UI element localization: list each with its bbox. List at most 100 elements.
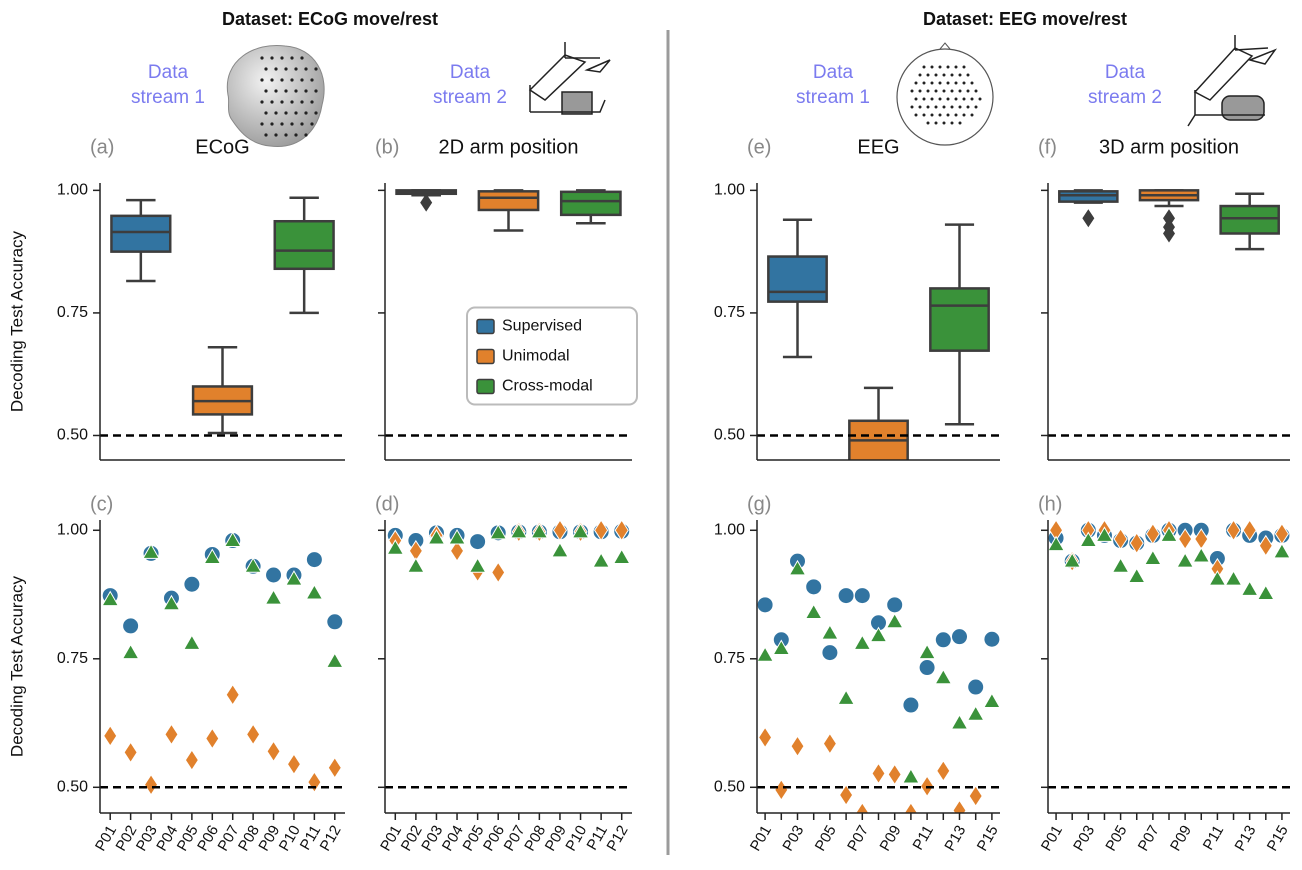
- icon-dot: [314, 111, 317, 114]
- point: [266, 567, 282, 583]
- icon-dot: [967, 74, 970, 77]
- icon-dot: [923, 98, 926, 101]
- icon-dot: [915, 82, 918, 85]
- x-tick-label: P13: [1231, 822, 1259, 854]
- point: [935, 632, 951, 648]
- point: [775, 780, 788, 800]
- point: [888, 764, 901, 784]
- panel-title: 2D arm position: [438, 136, 578, 158]
- plot-area: [102, 533, 343, 795]
- icon-dot: [943, 90, 946, 93]
- y-tick-label: 0.75: [57, 650, 88, 667]
- point: [887, 597, 903, 613]
- icon-dot: [919, 74, 922, 77]
- point: [935, 670, 951, 684]
- icon-dot: [290, 100, 293, 103]
- point: [328, 758, 341, 778]
- icon-dot: [939, 66, 942, 69]
- panel-title: EEG: [857, 136, 899, 158]
- point: [327, 653, 343, 667]
- figure: Dataset: ECoG move/rest Dataset: EEG mov…: [0, 0, 1302, 870]
- point: [919, 645, 935, 659]
- x-tick-label: P03: [1070, 822, 1098, 854]
- icon-dot: [264, 111, 267, 114]
- icon-dot: [284, 89, 287, 92]
- point: [552, 543, 568, 557]
- point: [791, 736, 804, 756]
- panel-label: (a): [90, 136, 114, 158]
- icon-dot: [931, 114, 934, 117]
- icon-dot: [284, 67, 287, 70]
- point: [1193, 548, 1209, 562]
- legend-swatch: [477, 350, 494, 364]
- panel-label: (h): [1038, 493, 1062, 515]
- plot-area: [111, 198, 333, 433]
- plot-area: [768, 220, 988, 485]
- icon-dot: [260, 100, 263, 103]
- icon-dot: [923, 114, 926, 117]
- y-tick-label: 0.75: [714, 304, 745, 321]
- icon-dot: [943, 74, 946, 77]
- icon-dot: [975, 106, 978, 109]
- box: [849, 421, 907, 465]
- icon-dot: [963, 82, 966, 85]
- icon-dot: [294, 67, 297, 70]
- point: [408, 558, 424, 572]
- icon-dot: [300, 100, 303, 103]
- stream-label: stream 1: [796, 87, 870, 108]
- box: [111, 216, 170, 252]
- x-tick-label: P09: [877, 822, 905, 854]
- icon-dot: [955, 114, 958, 117]
- point: [838, 690, 854, 704]
- x-tick-label: P01: [1038, 822, 1066, 854]
- point: [470, 558, 486, 572]
- icon-dot: [963, 66, 966, 69]
- icon-dot: [260, 56, 263, 59]
- icon-dot: [935, 90, 938, 93]
- point: [267, 741, 280, 761]
- y-tick-label: 1.00: [57, 521, 88, 538]
- icon-dot: [947, 98, 950, 101]
- icon-dot: [951, 74, 954, 77]
- point: [903, 769, 919, 783]
- plot-area: [757, 553, 1000, 833]
- point: [306, 552, 322, 568]
- x-tick-label: P13: [941, 822, 969, 854]
- icon-dot: [963, 98, 966, 101]
- icon-dot: [939, 82, 942, 85]
- icon-dot: [290, 122, 293, 125]
- box: [768, 257, 826, 302]
- icon-dot: [959, 122, 962, 125]
- point: [969, 786, 982, 806]
- point: [968, 679, 984, 695]
- icon-dot: [935, 106, 938, 109]
- point: [287, 754, 300, 774]
- icon-dot: [300, 78, 303, 81]
- stream-label: Data: [450, 62, 491, 83]
- panel-title: 3D arm position: [1099, 136, 1239, 158]
- arm-icon: [530, 42, 610, 114]
- point: [492, 562, 505, 582]
- point: [1177, 553, 1193, 567]
- panel-label: (f): [1038, 136, 1057, 158]
- icon-dot: [290, 56, 293, 59]
- point: [184, 576, 200, 592]
- panel-label: (g): [747, 493, 771, 515]
- y-tick-label: 0.75: [57, 304, 88, 321]
- icon-dot: [280, 78, 283, 81]
- plot-area: [1048, 520, 1290, 599]
- x-tick-label: P12: [317, 822, 345, 854]
- point: [1209, 571, 1225, 585]
- icon-dot: [975, 90, 978, 93]
- icon-dot: [923, 66, 926, 69]
- icon-dot: [284, 111, 287, 114]
- icon-dot: [935, 74, 938, 77]
- icon-dot: [927, 122, 930, 125]
- y-tick-label: 0.50: [57, 779, 88, 796]
- icon-dot: [314, 67, 317, 70]
- icon-dot: [943, 122, 946, 125]
- legend-label: Supervised: [502, 318, 582, 335]
- legend-label: Unimodal: [502, 348, 570, 365]
- icon-dot: [963, 114, 966, 117]
- y-tick-label: 1.00: [57, 182, 88, 199]
